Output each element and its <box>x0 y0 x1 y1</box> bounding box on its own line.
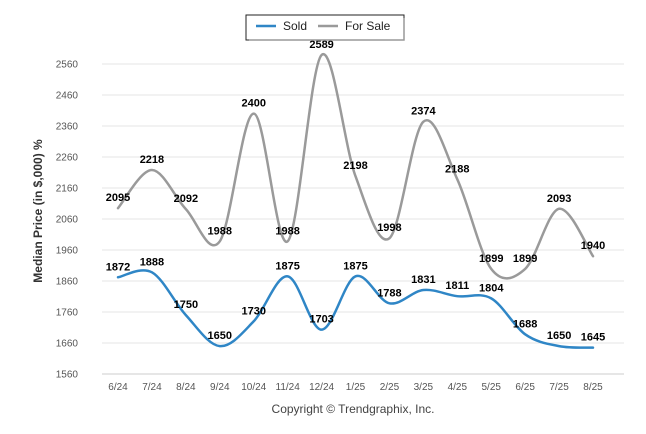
data-label-for-sale: 2589 <box>309 39 333 51</box>
data-label-sold: 1645 <box>581 332 605 344</box>
data-label-sold: 1875 <box>343 260 367 272</box>
data-label-sold: 1788 <box>377 287 401 299</box>
y-tick-label: 2160 <box>56 184 79 195</box>
x-tick-label: 3/25 <box>414 382 434 393</box>
y-tick-label: 1860 <box>56 277 79 288</box>
x-tick-label: 5/25 <box>481 382 501 393</box>
x-tick-label: 9/24 <box>210 382 230 393</box>
data-label-sold: 1888 <box>140 256 164 268</box>
series-line-for-sale <box>116 53 595 280</box>
data-label-for-sale: 1940 <box>581 240 605 252</box>
x-tick-label: 10/24 <box>241 382 266 393</box>
legend-label-for-sale: For Sale <box>345 19 391 33</box>
x-tick-label: 7/24 <box>142 382 162 393</box>
copyright-credit: Copyright © Trendgraphix, Inc. <box>272 402 435 416</box>
x-tick-label: 2/25 <box>380 382 400 393</box>
data-label-for-sale: 2198 <box>343 160 367 172</box>
data-label-sold: 1750 <box>174 299 198 311</box>
data-label-for-sale: 2092 <box>174 193 198 205</box>
y-tick-label: 1760 <box>56 308 79 319</box>
x-tick-label: 7/25 <box>549 382 569 393</box>
x-tick-label: 6/25 <box>515 382 535 393</box>
data-label-for-sale: 1899 <box>479 253 503 265</box>
data-label-sold: 1650 <box>208 330 232 342</box>
data-label-for-sale: 2095 <box>106 192 130 204</box>
y-tick-label: 2460 <box>56 91 79 102</box>
data-label-sold: 1811 <box>445 280 469 292</box>
x-axis-ticks: 6/24 7/24 8/24 9/24 10/24 11/24 12/24 1/25 2/25 3… <box>108 382 603 393</box>
y-tick-label: 1660 <box>56 339 79 350</box>
legend: Sold For Sale <box>245 14 405 41</box>
legend-label-sold: Sold <box>283 19 307 33</box>
y-axis-ticks: 1560 1660 1760 1860 1960 2060 2160 2260 2360 2460… <box>56 60 79 381</box>
data-label-sold: 1872 <box>106 261 130 273</box>
data-label-for-sale: 2218 <box>140 154 164 166</box>
x-tick-label: 8/25 <box>583 382 603 393</box>
y-tick-label: 2560 <box>56 60 79 71</box>
data-labels: 1872 1888 1750 1650 1730 1875 1703 1875 1788 1831… <box>106 39 606 344</box>
gridlines <box>102 63 624 375</box>
y-axis-title: Median Price (in $,000) % <box>31 139 45 283</box>
series-lines <box>116 53 595 349</box>
data-label-for-sale: 2400 <box>241 98 265 110</box>
data-label-for-sale: 2093 <box>547 193 571 205</box>
data-label-for-sale: 1988 <box>208 225 232 237</box>
data-label-for-sale: 1998 <box>377 222 401 234</box>
data-label-sold: 1688 <box>513 318 537 330</box>
y-tick-label: 1960 <box>56 246 79 257</box>
x-tick-label: 11/24 <box>276 382 301 393</box>
data-label-sold: 1875 <box>275 260 299 272</box>
data-label-for-sale: 1988 <box>275 225 299 237</box>
y-tick-label: 1560 <box>56 370 79 381</box>
data-label-sold: 1650 <box>547 330 571 342</box>
y-tick-label: 2360 <box>56 122 79 133</box>
data-label-for-sale: 2374 <box>411 106 436 118</box>
y-tick-label: 2060 <box>56 215 79 226</box>
data-label-sold: 1703 <box>309 314 333 326</box>
data-label-sold: 1730 <box>241 305 265 317</box>
series-line-sold <box>116 269 595 349</box>
data-label-for-sale: 1899 <box>513 253 537 265</box>
x-tick-label: 12/24 <box>309 382 334 393</box>
x-tick-label: 1/25 <box>346 382 366 393</box>
x-tick-label: 8/24 <box>176 382 196 393</box>
x-tick-label: 4/25 <box>448 382 468 393</box>
x-tick-label: 6/24 <box>108 382 128 393</box>
data-label-sold: 1804 <box>479 282 504 294</box>
data-label-for-sale: 2188 <box>445 163 469 175</box>
data-label-sold: 1831 <box>411 274 435 286</box>
y-tick-label: 2260 <box>56 153 79 164</box>
